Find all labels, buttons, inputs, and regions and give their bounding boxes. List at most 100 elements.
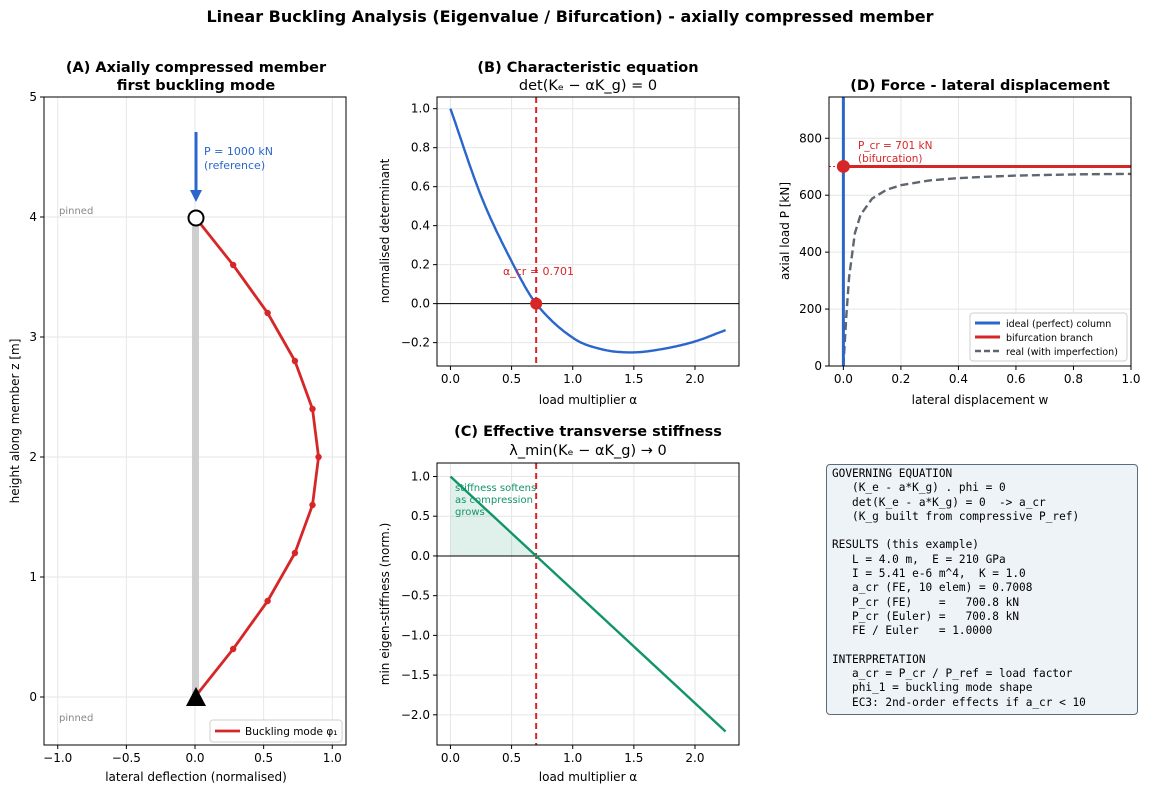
- panel-b-title: (B) Characteristic equation: [477, 60, 698, 76]
- panel-a-frame: [43, 96, 347, 746]
- mode-point: [264, 597, 271, 605]
- mode-point: [229, 645, 237, 653]
- tick-label-y: 400: [799, 245, 822, 259]
- panel-b-grid: [437, 97, 739, 366]
- support-top-label: pinned: [59, 206, 93, 217]
- tick-label-x: 0.0: [185, 751, 204, 765]
- bifurcation-point-marker: [836, 159, 850, 173]
- load-label: P = 1000 kN: [204, 145, 273, 158]
- critical-point-marker: [530, 297, 543, 310]
- tick-label-y: 200: [799, 302, 822, 316]
- panel-c-note-line1: stiffness softens: [455, 483, 536, 494]
- tick-label-y: −1.0: [401, 628, 430, 642]
- panel-a-legend: Buckling mode φ₁: [209, 719, 343, 743]
- panel-d-legend: ideal (perfect) column bifurcation branc…: [969, 312, 1128, 362]
- tick-label-y: −2.0: [401, 708, 430, 722]
- tick-label-x: 1.0: [563, 751, 582, 765]
- panel-d-ylabel: axial load P [kN]: [778, 182, 792, 280]
- tick-label-y: 0: [814, 359, 822, 373]
- panel-d-annotation-bifurcation: (bifurcation): [858, 153, 923, 165]
- panel-d-legend-real: real (with imperfection): [1006, 347, 1118, 358]
- panel-a-subtitle: first buckling mode: [117, 78, 276, 94]
- panel-b-ylabel: normalised determinant: [378, 158, 392, 303]
- tick-label-y: 600: [799, 188, 822, 202]
- determinant-curve: [449, 108, 727, 354]
- load-label-reference: (reference): [204, 159, 265, 172]
- tick-label-x: 0.0: [834, 372, 853, 386]
- tick-label-y: 4: [29, 210, 37, 224]
- tick-label-x: −0.5: [112, 751, 141, 765]
- panel-c-note-line3: grows: [455, 507, 485, 518]
- tick-label-x: 0.0: [441, 372, 460, 386]
- mode-point: [309, 501, 316, 509]
- panel-d-title: (D) Force - lateral displacement: [850, 78, 1110, 94]
- panel-d-ticks: 0.0 0.2 0.4 0.6 0.8 1.0 0 200 400 600 800: [799, 131, 1140, 386]
- tick-label-y: 3: [29, 330, 37, 344]
- panel-c-ylabel: min eigen-stiffness (norm.): [378, 523, 392, 686]
- panel-c-title: (C) Effective transverse stiffness: [454, 424, 722, 440]
- mode-point: [291, 549, 299, 557]
- panel-c-subtitle: λ_min(Kₑ − αK_g) → 0: [509, 443, 667, 459]
- panel-d-annotation: P_cr = 701 kN: [858, 140, 932, 152]
- support-top-icon: [187, 209, 205, 227]
- tick-label-x: 0.5: [254, 751, 273, 765]
- panel-a-legend-label: Buckling mode φ₁: [245, 726, 337, 738]
- panel-a-member: [192, 218, 199, 696]
- real-column-curve: [842, 172, 1132, 367]
- panel-b-xlabel: load multiplier α: [539, 393, 638, 407]
- tick-label-x: 1.0: [1121, 372, 1140, 386]
- panel-c-ticks: 0.0 0.5 1.0 1.5 2.0 −2.0 −1.5 −1.0 −0.5 0.0 0.5 1.0: [401, 470, 705, 765]
- panel-b-ticks: 0.0 0.5 1.0 1.5 2.0 −0.2 0.0 0.2 0.4 0.6 0.8 1.0: [401, 102, 705, 386]
- panel-b-annotation: α_cr = 0.701: [503, 265, 574, 278]
- tick-label-y: 0: [29, 690, 37, 704]
- tick-label-y: 800: [799, 131, 822, 145]
- tick-label-y: 0.2: [411, 258, 430, 272]
- panel-d-xlabel: lateral displacement w: [912, 393, 1049, 407]
- tick-label-x: 0.0: [441, 751, 460, 765]
- tick-label-x: 0.2: [891, 372, 910, 386]
- tick-label-y: 0.5: [411, 509, 430, 523]
- tick-label-y: 5: [29, 90, 37, 104]
- panel-d-frame: [828, 96, 1132, 367]
- panel-a-title: (A) Axially compressed member: [66, 60, 327, 76]
- tick-label-x: 0.4: [949, 372, 968, 386]
- panel-d-force-displacement: (D) Force - lateral displacement 0.0 0.2 0…: [778, 78, 1141, 407]
- tick-label-y: −0.2: [401, 336, 430, 350]
- tick-label-x: 1.5: [624, 372, 643, 386]
- mode-point: [309, 405, 316, 413]
- tick-label-y: 0.6: [411, 180, 430, 194]
- tick-label-x: −1.0: [43, 751, 72, 765]
- panel-c-frame: [436, 462, 740, 746]
- tick-label-y: 1.0: [411, 102, 430, 116]
- mode-point: [291, 357, 299, 365]
- support-bottom-label: pinned: [59, 713, 93, 724]
- figure-title: Linear Buckling Analysis (Eigenvalue / B…: [206, 7, 933, 26]
- tick-label-x: 1.0: [563, 372, 582, 386]
- tick-label-x: 2.0: [685, 751, 704, 765]
- panel-b-frame: [436, 96, 740, 367]
- mode-point: [315, 453, 322, 461]
- tick-label-y: 1: [29, 570, 37, 584]
- info-box-text: GOVERNING EQUATION (K_e - a*K_g) . phi =…: [832, 467, 1086, 709]
- tick-label-x: 2.0: [685, 372, 704, 386]
- panel-b-subtitle: det(Kₑ − αK_g) = 0: [519, 78, 657, 94]
- info-box: GOVERNING EQUATION (K_e - a*K_g) . phi =…: [826, 464, 1138, 715]
- tick-label-y: 0.0: [411, 549, 430, 563]
- tick-label-y: 1.0: [411, 470, 430, 484]
- panel-c-xlabel: load multiplier α: [539, 770, 638, 784]
- support-bottom-icon: [186, 687, 206, 706]
- stiffness-line: [449, 475, 727, 733]
- panel-d-legend-ideal: ideal (perfect) column: [1006, 319, 1111, 330]
- panel-a-mode-shape: (A) Axially compressed member first buck…: [8, 60, 347, 784]
- mode-point: [264, 309, 271, 317]
- buckling-mode-markers: [229, 261, 322, 653]
- tick-label-x: 1.5: [624, 751, 643, 765]
- panel-c-grid: [437, 463, 739, 745]
- tick-label-x: 0.6: [1006, 372, 1025, 386]
- panel-a-ticks: −1.0 −0.5 0.0 0.5 1.0 0 1 2 3 4 5: [29, 90, 341, 765]
- tick-label-x: 0.5: [502, 372, 521, 386]
- tick-label-y: 0.4: [411, 219, 430, 233]
- tick-label-x: 0.5: [502, 751, 521, 765]
- panel-c-stiffness: (C) Effective transverse stiffness λ_min…: [378, 424, 740, 784]
